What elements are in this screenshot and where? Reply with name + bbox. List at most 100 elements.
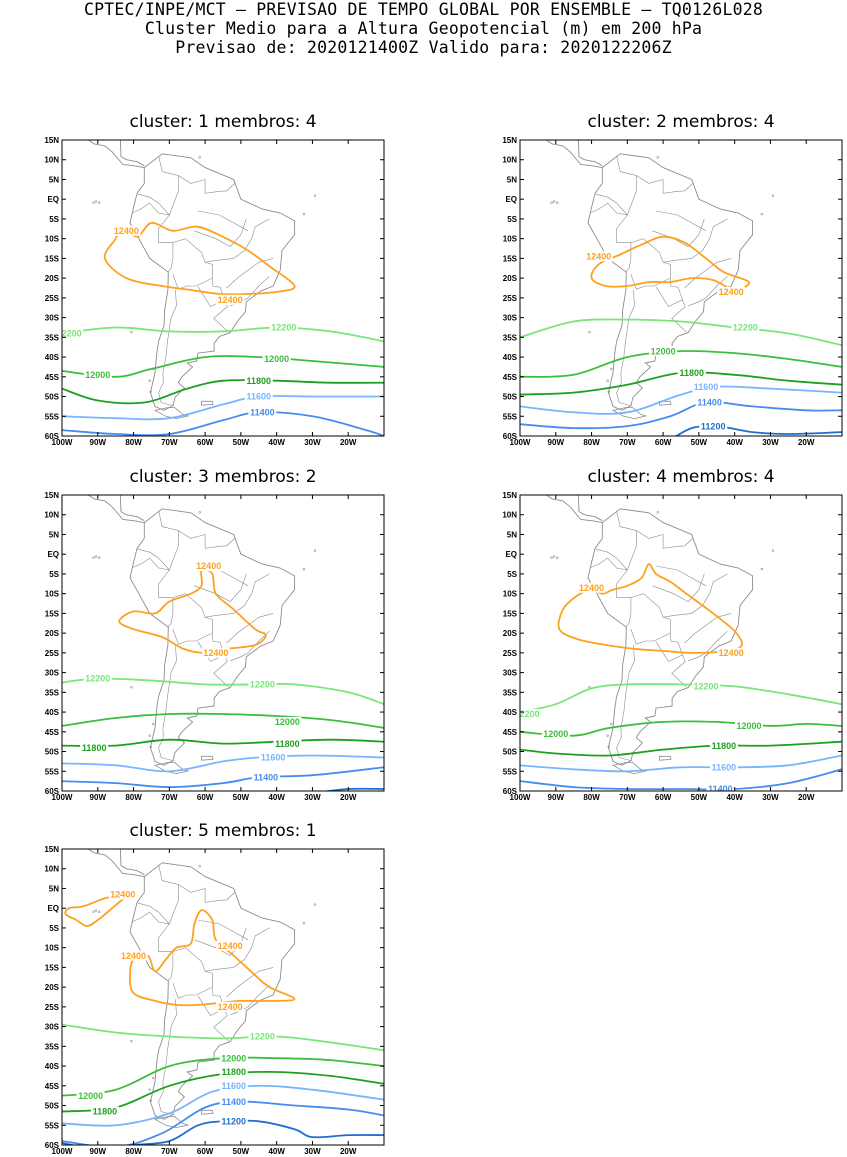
border-line: [684, 258, 732, 289]
contour-12000: [520, 350, 842, 378]
lon-tick-label: 20W: [798, 438, 815, 447]
lon-tick-label: 50W: [233, 1147, 250, 1156]
contour-label: 12200: [85, 674, 110, 684]
lat-tick-label: 40S: [45, 353, 60, 362]
contour-label: 11400: [697, 398, 722, 408]
contour-label: 12400: [110, 890, 135, 900]
lat-tick-label: 60S: [45, 1141, 60, 1150]
border-line: [213, 1008, 229, 1042]
island-mark: [149, 390, 152, 393]
lat-tick-label: 5N: [507, 530, 517, 539]
contour-label: 12400: [121, 951, 146, 961]
lon-tick-label: 50W: [691, 793, 708, 802]
lat-tick-label: 15N: [44, 136, 59, 145]
border-line: [636, 175, 694, 194]
lon-tick-label: 70W: [161, 438, 178, 447]
lat-tick-label: 10N: [44, 156, 59, 165]
island-mark: [148, 734, 151, 737]
contour-label: 12200: [694, 682, 719, 692]
map-plot: 12400 12400 12200 12200 12000 11800 11800 11600…: [44, 491, 385, 802]
lat-tick-label: 45S: [45, 728, 60, 737]
contour-label: 11200: [221, 1117, 246, 1127]
lat-tick-label: 30S: [45, 1023, 60, 1032]
lat-tick-label: 60S: [45, 787, 60, 796]
island-mark: [656, 156, 659, 159]
contour-11600: [520, 754, 842, 773]
panel-title: cluster: 2 membros: 4: [587, 112, 775, 132]
contour-label: 12400: [218, 295, 243, 305]
lat-tick-label: 5S: [507, 570, 517, 579]
coastline-falklands: [201, 400, 214, 406]
border-line: [630, 238, 671, 290]
lon-tick-label: 40W: [268, 438, 285, 447]
contour-11600: [520, 385, 842, 415]
border-line: [158, 998, 177, 1116]
island-mark: [313, 903, 317, 906]
island-mark: [606, 379, 609, 382]
island-mark: [552, 555, 556, 558]
border-line: [630, 593, 671, 645]
contour-label: 12000: [275, 717, 300, 727]
border-line: [205, 573, 270, 618]
border-line: [652, 573, 705, 602]
lat-tick-label: 5S: [49, 570, 59, 579]
contour-label: 12200: [57, 329, 82, 339]
contour-label: 11600: [694, 382, 719, 392]
map-plot: 12400 12400 12200 12200 12000 12000 11800 11600…: [44, 136, 385, 447]
lat-tick-label: 15S: [503, 609, 518, 618]
coastline-south-america: [129, 862, 296, 1120]
lat-tick-label: 10N: [502, 156, 517, 165]
island-mark: [130, 1040, 133, 1043]
lat-tick-label: 20S: [503, 274, 518, 283]
contour-label: 12400: [218, 941, 243, 951]
lon-tick-label: 100W: [510, 793, 531, 802]
island-mark: [607, 390, 610, 393]
lon-tick-label: 100W: [52, 1147, 73, 1156]
coastline-tierra-del-fuego: [153, 407, 190, 420]
border-line: [137, 864, 179, 925]
lat-tick-label: EQ: [47, 904, 59, 913]
lat-tick-label: 5N: [507, 175, 517, 184]
contour-label: 11800: [221, 1067, 246, 1077]
coastline-caribbean: [118, 849, 145, 876]
lat-tick-label: 55S: [45, 1121, 60, 1130]
island-mark: [94, 555, 98, 558]
border-line: [652, 218, 705, 247]
contour-11600: [62, 754, 384, 773]
header-line-3: Previsao de: 2020121400Z Valido para: 20…: [175, 38, 672, 57]
lon-tick-label: 20W: [340, 1147, 357, 1156]
island-mark: [130, 331, 133, 334]
lat-tick-label: 45S: [45, 1082, 60, 1091]
island-mark: [92, 556, 95, 559]
lat-tick-label: 30S: [503, 669, 518, 678]
coastline-tierra-del-fuego: [153, 1116, 190, 1129]
coastline-central-america: [545, 140, 603, 169]
contour-11400: [62, 411, 384, 436]
lat-tick-label: 45S: [45, 373, 60, 382]
lat-tick-label: 55S: [503, 412, 518, 421]
lat-tick-label: 35S: [45, 1042, 60, 1051]
lat-tick-label: 15N: [44, 491, 59, 500]
lon-tick-label: 70W: [619, 793, 636, 802]
header-line-2: Cluster Medio para a Altura Geopotencial…: [144, 19, 703, 38]
island-mark: [148, 379, 151, 382]
lat-tick-label: 40S: [45, 1062, 60, 1071]
coastline-caribbean: [576, 140, 603, 167]
contour-label: 12400: [218, 1002, 243, 1012]
lat-tick-label: 20S: [503, 629, 518, 638]
lat-tick-label: 5S: [507, 215, 517, 224]
plot-frame: [519, 494, 843, 792]
lat-tick-label: 50S: [45, 1102, 60, 1111]
border-line: [132, 911, 174, 982]
border-line: [590, 557, 632, 628]
island-mark: [148, 1088, 151, 1091]
island-mark: [152, 722, 155, 726]
lon-tick-label: 80W: [125, 793, 142, 802]
contour-label: 12400: [719, 648, 744, 658]
island-mark: [550, 556, 553, 559]
lat-tick-label: 35S: [503, 688, 518, 697]
border-line: [595, 155, 637, 216]
lon-tick-label: 40W: [268, 1147, 285, 1156]
lat-tick-label: 5N: [49, 175, 59, 184]
lat-tick-label: 10S: [503, 235, 518, 244]
